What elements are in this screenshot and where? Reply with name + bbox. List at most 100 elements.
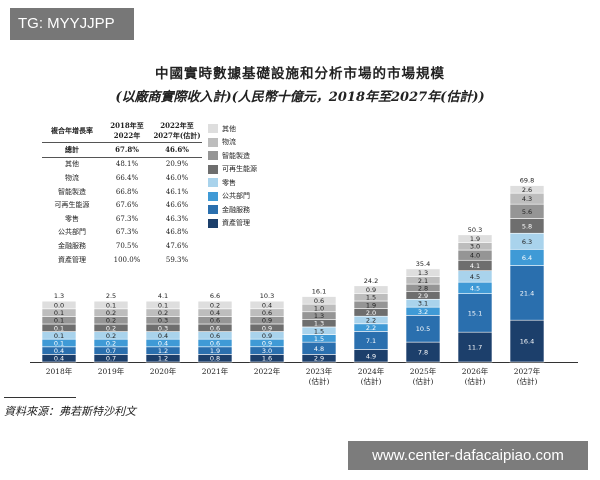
- cagr-value: 100.0%: [113, 255, 141, 264]
- bar-value-label: 0.2: [106, 317, 116, 325]
- bar-segment: [405, 315, 441, 343]
- cagr-value: 46.6%: [152, 142, 202, 158]
- legend-label: 物流: [222, 138, 236, 147]
- bar-value-label: 2.6: [522, 186, 532, 194]
- cagr-table-row: 資產管理 100.0% 59.3%: [42, 253, 202, 267]
- bar-value-label: 0.4: [54, 347, 64, 355]
- cagr-table-row: 總計 67.8% 46.6%: [42, 142, 202, 158]
- bar-segment: [457, 234, 493, 243]
- bar-value-label: 0.2: [210, 302, 220, 310]
- bar-value-label: 0.1: [106, 302, 116, 310]
- bar-total-label: 4.1: [158, 292, 168, 300]
- bar-value-label: 0.7: [106, 347, 116, 355]
- bar-value-label: 21.4: [520, 289, 534, 297]
- bar-value-label: 4.9: [366, 352, 376, 360]
- cagr-value: 67.8%: [102, 142, 152, 158]
- bar-value-label: 3.0: [470, 243, 480, 251]
- bar-segment: [509, 185, 545, 194]
- bar-value-label: 5.8: [522, 222, 532, 230]
- bar-segment: [509, 265, 545, 321]
- bar-value-label: 0.8: [210, 355, 220, 363]
- legend-label: 金融服務: [222, 205, 250, 214]
- cagr-table-row: 公共部門 67.3% 46.8%: [42, 226, 202, 240]
- bar-value-label: 0.2: [158, 309, 168, 317]
- x-tick-label: (估計): [361, 376, 382, 386]
- bar-value-label: 4.5: [470, 273, 480, 281]
- legend-item: 零售: [208, 176, 257, 190]
- bar-value-label: 0.3: [158, 324, 168, 332]
- legend-label: 零售: [222, 178, 236, 187]
- bar-value-label: 1.9: [470, 235, 480, 243]
- source-divider: [4, 397, 76, 398]
- legend-swatch: [208, 191, 218, 201]
- x-tick-label: 2021年: [202, 366, 229, 376]
- cagr-value: 47.6%: [165, 241, 189, 250]
- cagr-value: 46.8%: [165, 228, 189, 237]
- bar-value-label: 0.1: [54, 324, 64, 332]
- cagr-value: 46.0%: [165, 173, 189, 182]
- legend-swatch: [208, 137, 218, 147]
- bar-value-label: 0.1: [158, 302, 168, 310]
- cagr-segment-name: 資產管理: [58, 255, 86, 264]
- cagr-segment-name: 總計: [42, 142, 102, 158]
- bar-value-label: 7.1: [366, 337, 376, 345]
- cagr-header-label: 複合年增長率: [42, 120, 102, 143]
- bar-total-label: 50.3: [468, 226, 482, 234]
- chart-title: 中國實時數據基礎設施和分析市場的市場規模: [155, 66, 445, 82]
- legend-item: 智能製造: [208, 149, 257, 163]
- bar-value-label: 4.0: [470, 252, 480, 260]
- watermark-top-label: TG: MYYJJPP: [10, 8, 134, 40]
- bar-value-label: 0.9: [262, 332, 272, 340]
- cagr-value: 70.5%: [115, 241, 139, 250]
- x-tick-label: 2018年: [46, 366, 73, 376]
- bar-total-label: 2.5: [106, 292, 116, 300]
- bar-value-label: 0.9: [366, 286, 376, 294]
- bar-value-label: 0.1: [54, 332, 64, 340]
- x-tick-label: 2025年: [410, 366, 437, 376]
- bar-value-label: 0.2: [106, 309, 116, 317]
- legend-label: 公共部門: [222, 192, 250, 201]
- x-tick-label: 2027年: [514, 366, 541, 376]
- bar-value-label: 1.6: [262, 355, 272, 363]
- cagr-segment-name: 其他: [65, 160, 79, 169]
- cagr-value: 20.9%: [165, 160, 189, 169]
- bar-value-label: 0.4: [54, 355, 64, 363]
- bar-value-label: 0.1: [54, 317, 64, 325]
- bar-segment: [249, 300, 285, 310]
- cagr-segment-name: 可再生能源: [54, 201, 90, 210]
- cagr-value: 46.1%: [165, 187, 189, 196]
- cagr-segment-name: 金融服務: [58, 241, 86, 250]
- bar-total-label: 35.4: [416, 260, 430, 268]
- bar-value-label: 0.7: [106, 355, 116, 363]
- cagr-segment-name: 零售: [65, 214, 79, 223]
- bar-value-label: 1.5: [366, 294, 376, 302]
- bar-segment: [41, 300, 77, 310]
- legend-swatch: [208, 205, 218, 215]
- legend-swatch: [208, 178, 218, 188]
- chart-subtitle: (以廠商實際收入計)(人民幣十億元，2018年至2027年(估計)): [115, 90, 485, 105]
- bar-segment: [301, 296, 337, 305]
- x-tick-label: (估計): [465, 376, 486, 386]
- bar-value-label: 4.1: [470, 262, 480, 270]
- cagr-table-row: 智能製造 66.8% 46.1%: [42, 185, 202, 199]
- legend-swatch: [208, 164, 218, 174]
- bar-segment: [509, 319, 545, 363]
- legend-item: 可再生能源: [208, 163, 257, 177]
- bar-segment: [197, 300, 233, 310]
- bar-value-label: 15.1: [468, 309, 482, 317]
- bar-value-label: 0.6: [314, 297, 324, 305]
- bar-value-label: 0.6: [210, 332, 220, 340]
- bar-value-label: 2.1: [418, 277, 428, 285]
- cagr-value: 48.1%: [115, 160, 139, 169]
- bar-value-label: 5.6: [522, 208, 532, 216]
- x-tick-label: 2020年: [150, 366, 177, 376]
- bar-value-label: 1.5: [314, 327, 324, 335]
- cagr-header-2018-2022: 2018年至 2022年: [102, 120, 152, 143]
- cagr-value: 66.4%: [115, 173, 139, 182]
- bar-value-label: 2.9: [314, 355, 324, 363]
- legend-label: 智能製造: [222, 151, 250, 160]
- bar-value-label: 0.9: [262, 339, 272, 347]
- bar-segment: [145, 300, 181, 310]
- bar-value-label: 4.3: [522, 195, 532, 203]
- bar-value-label: 11.7: [468, 344, 482, 352]
